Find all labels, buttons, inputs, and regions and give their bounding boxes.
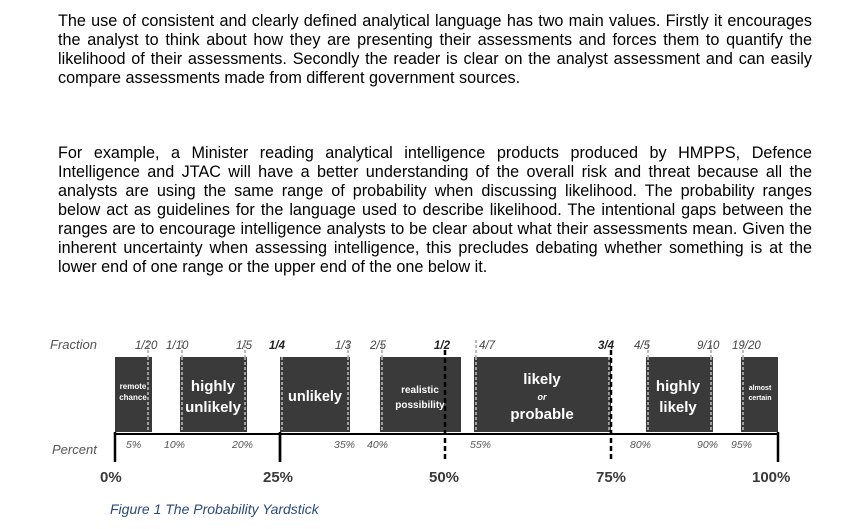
percent-35: 35% <box>334 439 355 451</box>
percent-40: 40% <box>367 439 388 451</box>
band-label-highly-2: highly <box>656 378 701 395</box>
band-realistic-possibility <box>380 357 461 432</box>
band-highly-likely <box>646 357 713 432</box>
band-label-almost: almost <box>749 385 772 392</box>
fraction-label: Fraction <box>50 337 97 352</box>
band-label-probable: probable <box>510 406 573 423</box>
percent-25: 25% <box>263 469 293 486</box>
percent-20: 20% <box>231 439 253 451</box>
band-remote-chance <box>115 357 152 432</box>
fraction-19-20: 19/20 <box>732 340 761 352</box>
percent-5: 5% <box>126 439 141 451</box>
band-label-or: or <box>538 392 547 402</box>
fraction-4-7: 4/7 <box>479 340 496 352</box>
band-label-remote: remote <box>120 382 147 391</box>
band-label-unlikely: unlikely <box>185 399 242 416</box>
fraction-1-3: 1/3 <box>335 340 352 352</box>
paragraph-1: The use of consistent and clearly define… <box>58 12 812 87</box>
band-unlikely <box>280 357 350 432</box>
fraction-1-10: 1/10 <box>166 340 189 352</box>
fraction-2-5: 2/5 <box>369 340 387 352</box>
band-highly-unlikely <box>180 357 247 432</box>
band-label-likely: likely <box>523 371 561 388</box>
percent-55: 55% <box>470 439 491 451</box>
fraction-4-5: 4/5 <box>634 340 651 352</box>
percent-50: 50% <box>429 469 459 486</box>
fraction-1-4: 1/4 <box>269 340 286 352</box>
probability-yardstick: Fraction Percent 1/20 1/10 1/5 1/4 1/3 2… <box>50 337 790 486</box>
fraction-3-4: 3/4 <box>598 340 615 352</box>
band-likely-or-probable <box>474 357 611 432</box>
band-label-chance: chance <box>119 393 147 402</box>
band-label-unlikely-2: unlikely <box>288 389 342 405</box>
band-label-possibility: possibility <box>395 400 445 411</box>
percent-95: 95% <box>731 439 752 451</box>
percent-0: 0% <box>100 469 122 486</box>
percent-75: 75% <box>596 469 626 486</box>
percent-80: 80% <box>630 439 651 451</box>
percent-100: 100% <box>752 469 790 486</box>
band-label-highly: highly <box>191 378 236 395</box>
fraction-1-5: 1/5 <box>236 340 253 352</box>
figure-caption: Figure 1 The Probability Yardstick <box>110 501 319 517</box>
band-almost-certain <box>741 357 778 432</box>
band-label-likely-2: likely <box>659 399 697 416</box>
percent-90: 90% <box>697 439 718 451</box>
fraction-1-20: 1/20 <box>135 340 158 352</box>
percent-10: 10% <box>164 439 185 451</box>
fraction-1-2: 1/2 <box>434 340 451 352</box>
band-label-certain: certain <box>749 395 772 402</box>
percent-label: Percent <box>52 442 98 457</box>
fraction-9-10: 9/10 <box>697 340 720 352</box>
paragraph-2: For example, a Minister reading analytic… <box>58 144 812 276</box>
dashed-gridlines <box>147 357 744 432</box>
band-label-realistic: realistic <box>401 385 439 396</box>
